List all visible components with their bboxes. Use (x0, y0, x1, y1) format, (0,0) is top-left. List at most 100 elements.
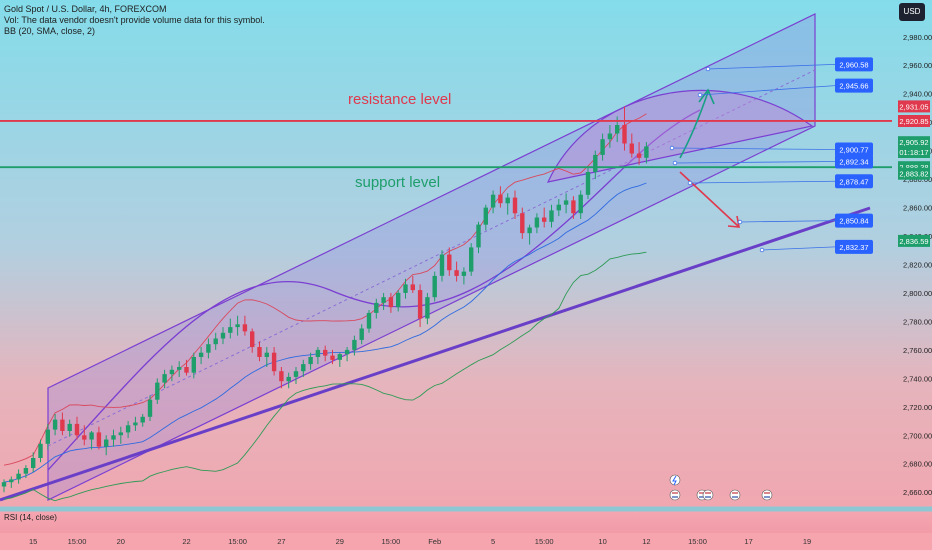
candle-body[interactable] (235, 324, 240, 328)
candle[interactable] (23, 465, 29, 478)
candle-body[interactable] (388, 297, 394, 308)
candle[interactable] (52, 413, 58, 436)
candle[interactable] (403, 278, 408, 299)
candle-body[interactable] (264, 352, 269, 357)
candle[interactable] (476, 221, 481, 254)
price-label[interactable]: 2,900.77 (835, 142, 873, 157)
candle-body[interactable] (155, 382, 160, 400)
candle[interactable] (644, 142, 649, 164)
flag-icon[interactable] (761, 489, 773, 501)
axis-price-tag[interactable]: 01:18:17 (898, 146, 930, 158)
candle-body[interactable] (454, 270, 459, 276)
candle-body[interactable] (366, 312, 372, 329)
candle-body[interactable] (286, 376, 291, 382)
candle-body[interactable] (45, 429, 50, 444)
axis-price-tag[interactable]: 2,920.85 (898, 115, 930, 127)
candle[interactable] (556, 199, 561, 217)
candle-body[interactable] (469, 247, 474, 272)
candle-body[interactable] (417, 290, 423, 319)
candle[interactable] (534, 213, 540, 234)
candle[interactable] (250, 328, 255, 353)
candle[interactable] (571, 196, 576, 219)
candle[interactable] (184, 359, 189, 376)
candle-body[interactable] (1, 482, 7, 487)
candle-body[interactable] (118, 432, 123, 436)
candle-body[interactable] (578, 194, 583, 214)
candle-body[interactable] (381, 297, 386, 303)
candle[interactable] (483, 204, 488, 231)
candle[interactable] (417, 284, 423, 328)
candle-body[interactable] (206, 344, 211, 353)
candle-body[interactable] (271, 352, 277, 372)
candle-body[interactable] (82, 435, 87, 440)
candle[interactable] (542, 207, 547, 228)
candle[interactable] (461, 267, 467, 285)
candle-body[interactable] (636, 153, 642, 158)
candle-body[interactable] (38, 443, 43, 458)
candle[interactable] (9, 476, 14, 488)
candle-body[interactable] (505, 197, 510, 204)
candle[interactable] (271, 347, 277, 376)
candle[interactable] (585, 167, 591, 200)
candle[interactable] (629, 133, 634, 158)
candle[interactable] (279, 366, 284, 389)
candle[interactable] (381, 292, 386, 311)
candle[interactable] (549, 204, 554, 228)
candle-body[interactable] (563, 200, 569, 205)
flag-icon[interactable] (669, 489, 681, 501)
candle[interactable] (439, 250, 445, 282)
axis-price-tag[interactable]: 2,905.92 (898, 136, 930, 149)
price-label[interactable]: 2,960.58 (835, 57, 873, 72)
candle[interactable] (396, 290, 401, 312)
candle-body[interactable] (125, 425, 131, 433)
flag-icon[interactable] (729, 489, 741, 501)
candle[interactable] (67, 419, 72, 437)
bullish-arrow[interactable] (679, 91, 709, 159)
candle[interactable] (125, 421, 131, 439)
candle-body[interactable] (374, 302, 379, 313)
candle-body[interactable] (250, 331, 255, 348)
candle-body[interactable] (330, 355, 335, 360)
price-label[interactable]: 2,850.84 (835, 213, 873, 228)
candle[interactable] (147, 395, 153, 422)
candle[interactable] (220, 327, 226, 345)
candle-body[interactable] (425, 297, 430, 319)
candle[interactable] (315, 347, 321, 365)
candle[interactable] (257, 341, 262, 362)
candle-body[interactable] (520, 213, 525, 234)
candle[interactable] (344, 347, 350, 362)
candle-body[interactable] (490, 194, 496, 208)
candle[interactable] (330, 349, 335, 365)
candle[interactable] (111, 429, 116, 447)
candle[interactable] (198, 347, 204, 365)
candle-body[interactable] (257, 347, 262, 357)
candle[interactable] (31, 452, 36, 473)
candle[interactable] (242, 315, 248, 336)
candle[interactable] (213, 332, 218, 350)
candle[interactable] (308, 352, 313, 370)
candle-body[interactable] (308, 357, 313, 365)
candle[interactable] (16, 469, 21, 484)
candle-body[interactable] (293, 371, 299, 377)
lightning-icon[interactable] (669, 474, 681, 486)
axis-price-tag[interactable]: 2,883.82 (898, 167, 930, 180)
arc-shape[interactable] (546, 89, 814, 183)
candle[interactable] (133, 416, 138, 431)
price-label[interactable]: 2,945.66 (835, 78, 873, 93)
candle[interactable] (191, 352, 196, 379)
candle-body[interactable] (191, 357, 196, 373)
candle-body[interactable] (585, 172, 591, 195)
candle-body[interactable] (571, 200, 576, 214)
candle-body[interactable] (410, 284, 415, 291)
candle-body[interactable] (60, 419, 65, 431)
candle-body[interactable] (476, 224, 481, 248)
candle[interactable] (140, 413, 145, 427)
candle-body[interactable] (556, 204, 561, 211)
candle[interactable] (366, 310, 372, 333)
candle-body[interactable] (9, 479, 14, 483)
candle[interactable] (162, 369, 167, 389)
candle-body[interactable] (52, 419, 58, 430)
candle-body[interactable] (534, 217, 540, 228)
candle[interactable] (96, 426, 102, 450)
long-trendline[interactable] (0, 206, 871, 502)
